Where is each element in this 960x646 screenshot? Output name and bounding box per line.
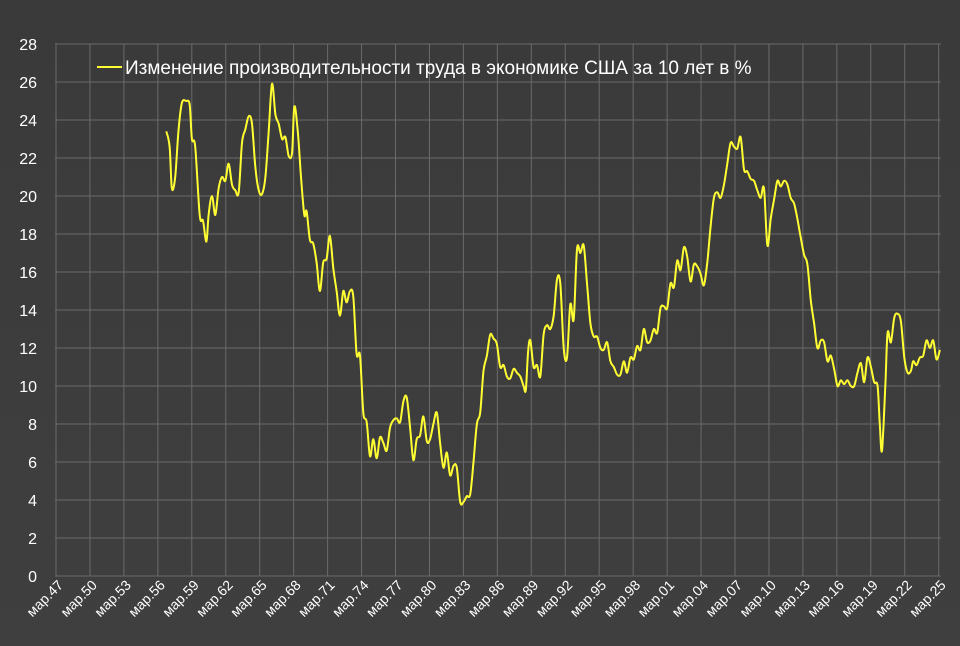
x-tick-label: мар.68	[261, 577, 304, 620]
y-tick-label: 14	[19, 303, 37, 320]
y-tick-label: 2	[28, 531, 37, 548]
series-line	[165, 82, 941, 506]
x-tick-label: мар.13	[770, 577, 813, 620]
x-tick-label: мар.71	[295, 577, 338, 620]
x-tick-label: мар.77	[363, 577, 406, 620]
x-tick-label: мар.19	[838, 577, 881, 620]
y-tick-label: 0	[28, 569, 37, 586]
y-tick-label: 10	[19, 379, 37, 396]
y-tick-label: 24	[19, 113, 37, 130]
legend: Изменение производительности труда в эко…	[97, 58, 752, 79]
x-tick-label: мар.83	[431, 577, 474, 620]
x-tick-label: мар.50	[57, 577, 100, 620]
x-tick-label: мар.04	[668, 577, 711, 620]
y-tick-label: 28	[19, 37, 37, 54]
x-tick-label: мар.22	[872, 577, 915, 620]
y-tick-label: 6	[28, 455, 37, 472]
x-tick-label: мар.92	[532, 577, 575, 620]
x-tick-label: мар.86	[465, 577, 508, 620]
x-tick-label: мар.95	[566, 577, 609, 620]
y-tick-label: 22	[19, 151, 37, 168]
x-tick-label: мар.89	[499, 577, 542, 620]
y-tick-label: 4	[28, 493, 37, 510]
x-tick-label: мар.10	[736, 577, 779, 620]
x-axis-ticks: мар.47мар.50мар.53мар.56мар.59мар.62мар.…	[23, 577, 949, 620]
x-tick-label: мар.16	[804, 577, 847, 620]
y-tick-label: 20	[19, 189, 37, 206]
x-tick-label: мар.80	[397, 577, 440, 620]
series-group	[165, 82, 941, 506]
x-tick-label: мар.53	[91, 577, 134, 620]
x-tick-label: мар.07	[702, 577, 745, 620]
legend-label: Изменение производительности труда в эко…	[125, 58, 752, 79]
y-tick-label: 18	[19, 227, 37, 244]
x-tick-label: мар.56	[125, 577, 168, 620]
x-tick-label: мар.65	[227, 577, 270, 620]
x-tick-label: мар.25	[906, 577, 949, 620]
x-tick-label: мар.98	[600, 577, 643, 620]
y-tick-label: 12	[19, 341, 37, 358]
y-tick-label: 8	[28, 417, 37, 434]
gridlines	[55, 43, 941, 577]
x-tick-label: мар.01	[634, 577, 677, 620]
x-tick-label: мар.74	[329, 577, 372, 620]
x-tick-label: мар.59	[159, 577, 202, 620]
y-tick-label: 26	[19, 75, 37, 92]
y-tick-label: 16	[19, 265, 37, 282]
x-tick-label: мар.62	[193, 577, 236, 620]
